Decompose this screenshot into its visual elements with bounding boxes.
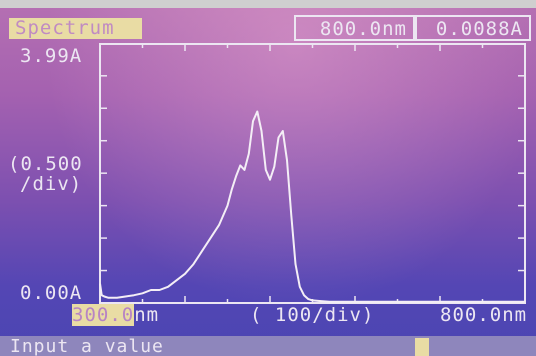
spectrum-plot: [99, 43, 526, 304]
spectrum-trace: [99, 110, 525, 303]
x-axis-scale-label: ( 100/div): [250, 304, 375, 326]
input-cursor: [415, 338, 429, 356]
x-axis-start-value-field[interactable]: 300.0: [72, 304, 135, 326]
y-axis-scale-label-line1: (0.500: [8, 153, 83, 175]
axis-ticks: [99, 44, 526, 304]
plot-frame: [99, 43, 526, 304]
x-axis-end-label: 800.0nm: [440, 304, 528, 326]
y-axis-max-label: 3.99A: [20, 45, 83, 67]
wavelength-readout: 800.0nm: [294, 15, 415, 41]
mode-tab-spectrum[interactable]: Spectrum: [9, 18, 142, 39]
status-prompt: Input a value: [10, 336, 164, 356]
status-bar: Input a value: [0, 336, 536, 356]
x-axis-start-unit: nm: [134, 304, 160, 326]
instrument-screen: Spectrum 800.0nm 0.0088A 3.99A (0.500 /d…: [0, 8, 536, 356]
y-axis-min-label: 0.00A: [20, 282, 83, 304]
x-axis-start-label[interactable]: 300.0nm: [72, 304, 160, 326]
absorbance-readout: 0.0088A: [415, 15, 531, 41]
y-axis-scale-label-line2: /div): [20, 173, 83, 195]
